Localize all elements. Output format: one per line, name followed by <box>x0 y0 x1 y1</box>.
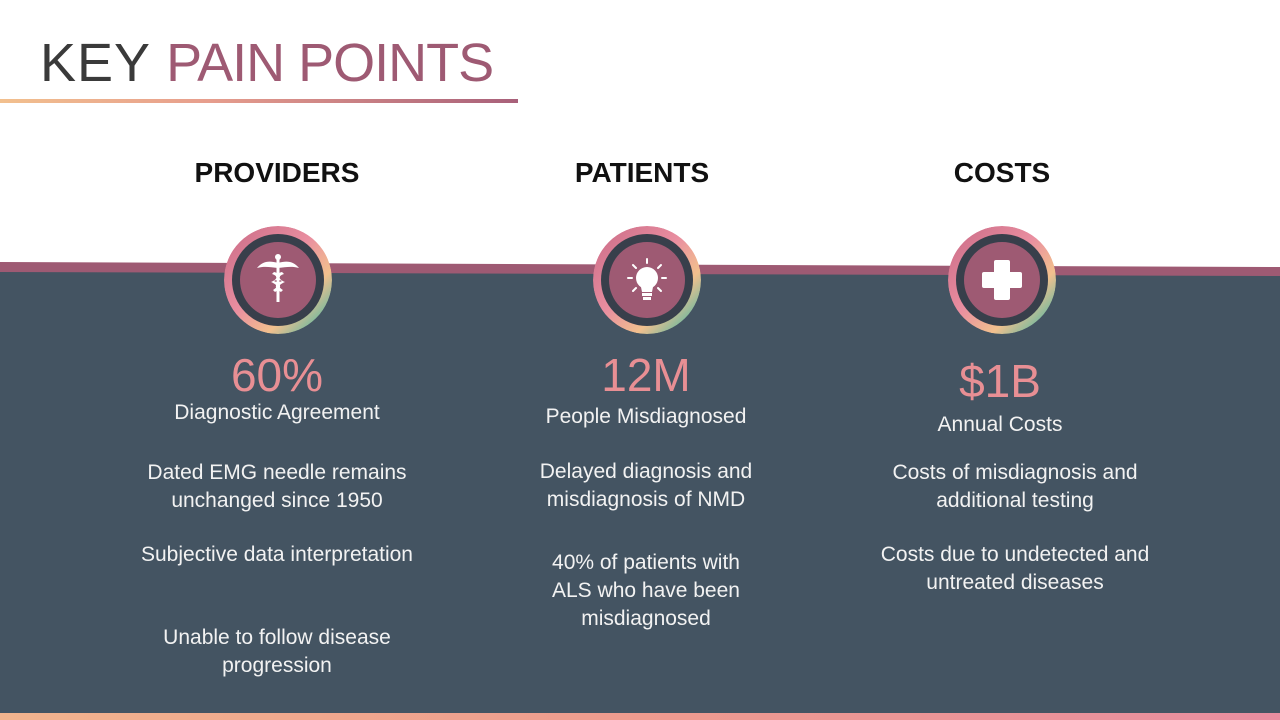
point-patients-2-text: 40% of patients with ALS who have been m… <box>552 551 740 630</box>
stat-label-providers: Diagnostic Agreement <box>174 401 380 424</box>
page-title: KEY PAIN POINTS <box>40 30 494 96</box>
caduceus-icon <box>224 226 332 334</box>
dark-band <box>0 263 1280 713</box>
stat-costs: $1B <box>959 355 1041 407</box>
medical-cross-icon <box>948 226 1056 334</box>
lightbulb-icon <box>593 226 701 334</box>
stat-label-costs: Annual Costs <box>937 413 1063 436</box>
point-patients-2: 40% of patients with ALS who have been m… <box>486 549 806 633</box>
point-patients-1: Delayed diagnosis and misdiagnosis of NM… <box>539 460 753 511</box>
stat-label-patients: People Misdiagnosed <box>545 405 747 428</box>
point-providers-1: Dated EMG needle remains unchanged since… <box>147 461 407 512</box>
point-providers-3: Unable to follow disease progression <box>163 626 391 677</box>
point-costs-2: Costs due to undetected and untreated di… <box>880 543 1150 594</box>
heading-providers: PROVIDERS <box>194 157 360 188</box>
heading-patients: PATIENTS <box>574 157 710 188</box>
stat-patients: 12M <box>601 349 691 401</box>
heading-costs: COSTS <box>953 157 1051 188</box>
stat-providers: 60% <box>230 349 324 401</box>
title-light: KEY <box>40 33 167 93</box>
point-providers-2: Subjective data interpretation <box>140 543 413 566</box>
bottom-accent-bar <box>0 713 1280 720</box>
point-costs-1: Costs of misdiagnosis and additional tes… <box>892 461 1138 512</box>
title-accent: PAIN POINTS <box>166 33 494 93</box>
title-underline <box>0 99 518 103</box>
